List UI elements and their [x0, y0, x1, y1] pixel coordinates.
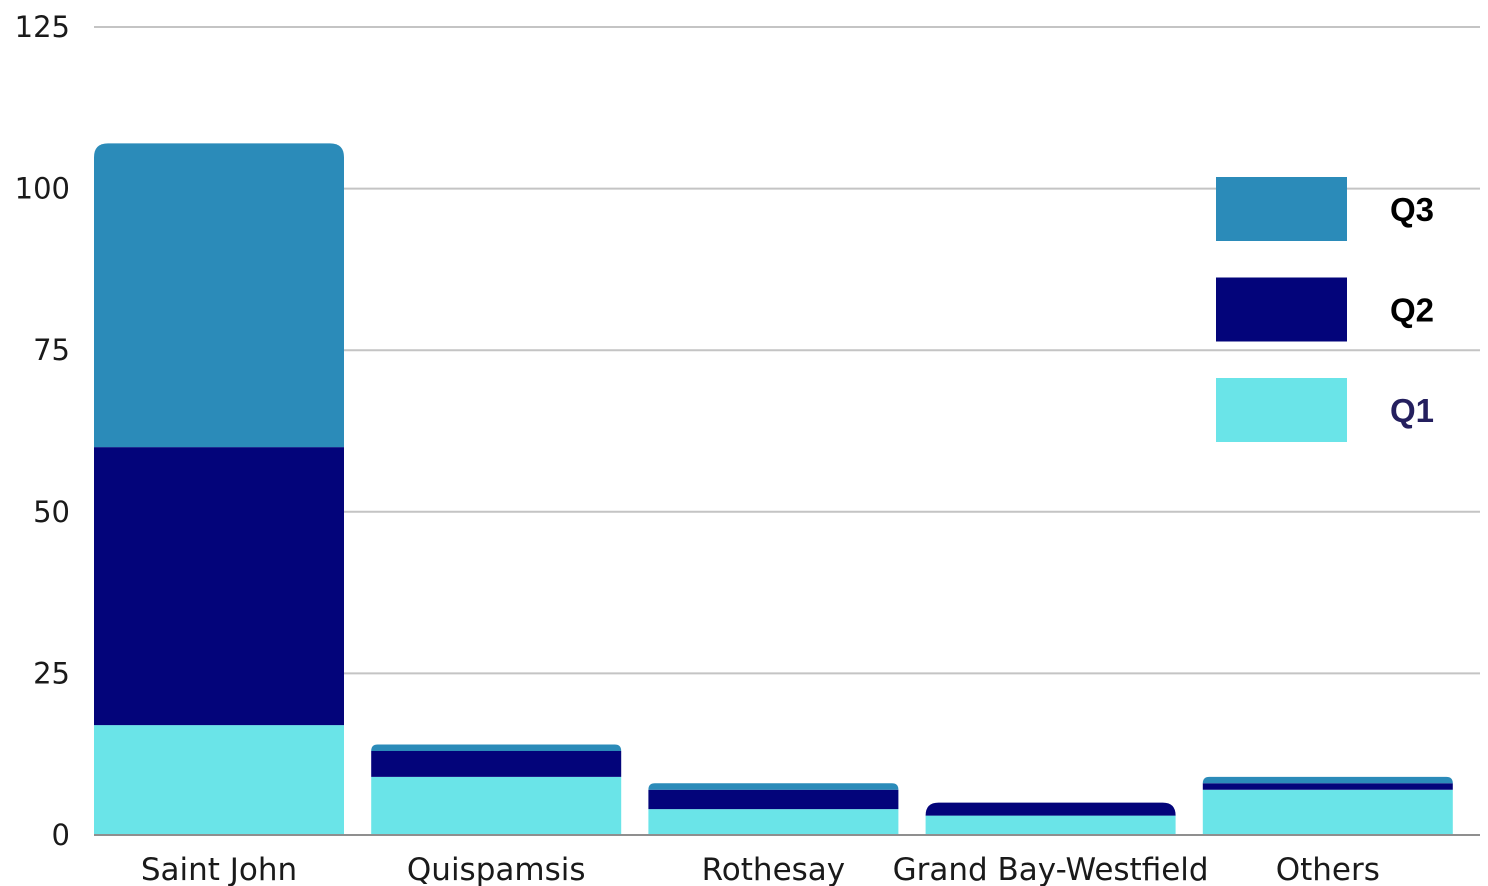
- bar-segment-q2-others: [1202, 783, 1453, 790]
- x-axis-category-labels: Saint John Quispamsis Rothesay Grand Bay-We…: [141, 852, 1380, 886]
- bar-segment-q3-others: [1202, 776, 1453, 784]
- y-tick-label: 125: [15, 10, 70, 44]
- legend-label-q3: Q3: [1390, 191, 1434, 228]
- bar-segment-q3-quispamsis: [371, 744, 622, 751]
- bar-segment-q3-saint-john: [94, 143, 344, 448]
- bar-segment-q2-rothesay: [648, 789, 899, 810]
- bar-segment-q1-quispamsis: [371, 776, 622, 835]
- bar-segment-q1-saint-john: [94, 725, 344, 835]
- bar-segment-q2-grand-bay-westfield: [925, 802, 1176, 816]
- x-tick-label: Grand Bay-Westfield: [893, 852, 1209, 886]
- bar-segment-q2-quispamsis: [371, 750, 622, 777]
- legend-label-q1: Q1: [1390, 392, 1434, 429]
- y-tick-label: 0: [52, 818, 70, 852]
- x-tick-label: Rothesay: [702, 852, 845, 886]
- bar-segment-q1-grand-bay-westfield: [925, 815, 1176, 835]
- legend-swatch-q3: [1216, 177, 1347, 241]
- x-tick-label: Others: [1276, 852, 1380, 886]
- legend-swatch-q1: [1216, 378, 1347, 442]
- bar-segment-q3-rothesay: [648, 783, 899, 790]
- y-tick-label: 100: [15, 172, 70, 206]
- bar-segment-q1-others: [1202, 789, 1453, 835]
- bars: [94, 143, 1453, 835]
- y-tick-label: 25: [33, 656, 70, 690]
- y-axis-tick-labels: 0 25 50 75 100 125: [15, 10, 70, 852]
- y-tick-label: 50: [33, 495, 70, 529]
- bar-segment-q2-saint-john: [94, 447, 344, 726]
- bar-segment-q1-rothesay: [648, 809, 899, 835]
- legend-swatch-q2: [1216, 277, 1347, 342]
- legend-label-q2: Q2: [1390, 292, 1434, 329]
- x-tick-label: Saint John: [141, 852, 297, 886]
- legend: Q3 Q2 Q1: [1216, 177, 1434, 442]
- y-tick-label: 75: [33, 333, 70, 367]
- x-tick-label: Quispamsis: [407, 852, 586, 886]
